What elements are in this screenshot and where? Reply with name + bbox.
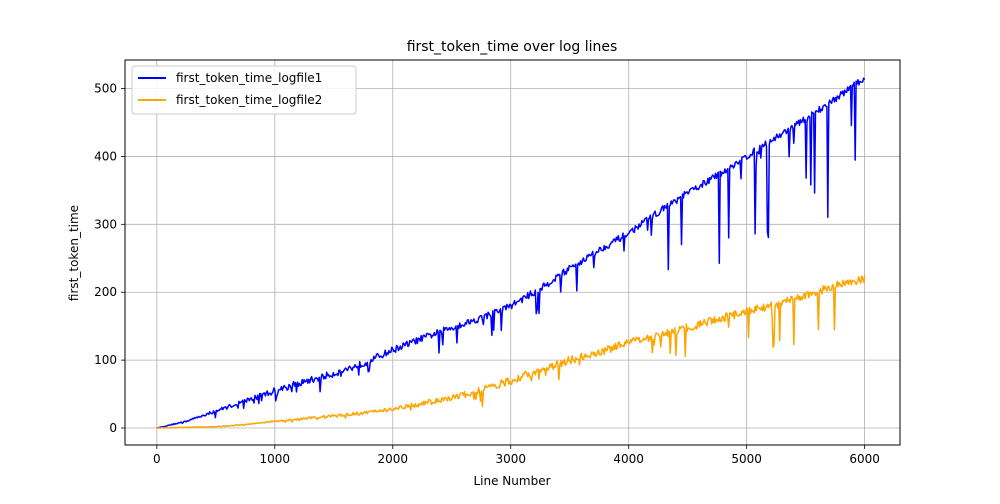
x-tick-label: 2000: [377, 452, 408, 466]
legend-label-logfile2: first_token_time_logfile2: [176, 93, 322, 107]
y-tick-label: 300: [94, 217, 117, 231]
series-layer: [156, 77, 866, 429]
y-axis-label: first_token_time: [67, 205, 81, 301]
y-tick-label: 0: [109, 421, 117, 435]
x-axis-label: Line Number: [473, 474, 550, 488]
x-tick-label: 4000: [613, 452, 644, 466]
x-tick-label: 1000: [260, 452, 291, 466]
legend: first_token_time_logfile1 first_token_ti…: [131, 65, 357, 115]
series-line-2: [156, 275, 866, 429]
axis-ticks: 0 1000 2000 3000 4000 5000 6000 0 100 200 300 400 50…: [94, 82, 880, 466]
x-tick-label: 5000: [731, 452, 762, 466]
x-tick-label: 3000: [495, 452, 526, 466]
plot-area-frame: [124, 59, 901, 446]
legend-box: [131, 65, 357, 115]
x-tick-label: 0: [153, 452, 161, 466]
y-tick-label: 400: [94, 149, 117, 163]
y-tick-label: 100: [94, 353, 117, 367]
grid: [125, 60, 900, 445]
series-line-1: [156, 77, 866, 429]
y-tick-label: 500: [94, 82, 117, 96]
legend-label-logfile1: first_token_time_logfile1: [176, 71, 322, 85]
x-tick-label: 6000: [849, 452, 880, 466]
y-tick-label: 200: [94, 285, 117, 299]
chart-title: first_token_time over log lines: [407, 39, 618, 55]
